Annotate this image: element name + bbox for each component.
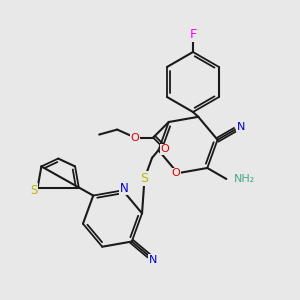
Text: O: O [161, 145, 170, 154]
Text: S: S [30, 184, 37, 196]
Text: O: O [131, 133, 140, 142]
Text: S: S [140, 172, 148, 185]
Text: O: O [171, 168, 180, 178]
Text: F: F [189, 28, 197, 41]
Text: N: N [148, 255, 157, 265]
Text: N: N [119, 182, 128, 195]
Text: NH₂: NH₂ [234, 174, 256, 184]
Text: N: N [237, 122, 245, 132]
